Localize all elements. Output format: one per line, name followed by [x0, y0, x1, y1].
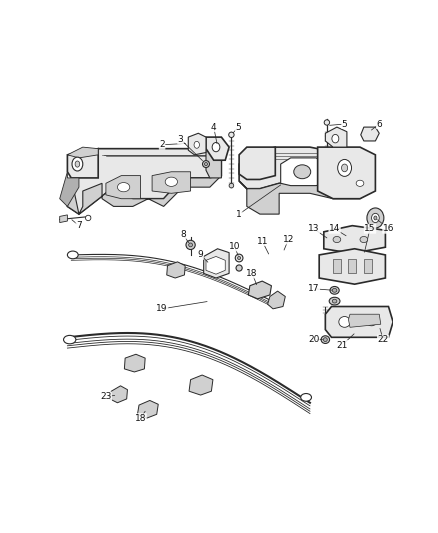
Polygon shape	[319, 249, 385, 284]
Polygon shape	[106, 175, 141, 199]
Text: 22: 22	[378, 335, 389, 344]
Text: 11: 11	[257, 237, 268, 246]
Polygon shape	[67, 147, 98, 158]
Ellipse shape	[294, 165, 311, 179]
Polygon shape	[152, 172, 191, 193]
Ellipse shape	[332, 288, 337, 292]
Polygon shape	[325, 306, 393, 337]
Polygon shape	[318, 147, 375, 199]
Polygon shape	[67, 149, 221, 214]
Polygon shape	[248, 281, 272, 299]
Text: 16: 16	[383, 224, 394, 233]
Ellipse shape	[321, 336, 329, 343]
Ellipse shape	[212, 142, 220, 152]
Ellipse shape	[374, 216, 377, 220]
Ellipse shape	[165, 177, 177, 187]
Ellipse shape	[237, 256, 240, 260]
Text: 5: 5	[342, 119, 347, 128]
Polygon shape	[124, 354, 145, 372]
Ellipse shape	[64, 335, 76, 344]
Text: 20: 20	[308, 335, 319, 344]
Bar	[364, 259, 371, 273]
Ellipse shape	[67, 251, 78, 259]
Polygon shape	[60, 215, 67, 223]
Polygon shape	[189, 375, 213, 395]
Ellipse shape	[356, 180, 364, 187]
Polygon shape	[361, 127, 379, 141]
Text: 9: 9	[198, 251, 204, 260]
Ellipse shape	[338, 159, 352, 176]
Ellipse shape	[367, 208, 384, 228]
Ellipse shape	[189, 243, 193, 247]
Polygon shape	[60, 172, 79, 206]
Text: 17: 17	[308, 284, 320, 293]
Ellipse shape	[324, 120, 329, 125]
Ellipse shape	[229, 132, 234, 138]
Ellipse shape	[75, 161, 80, 167]
Polygon shape	[67, 149, 98, 178]
Polygon shape	[239, 181, 371, 214]
Text: 1: 1	[236, 209, 242, 219]
Text: 15: 15	[364, 224, 376, 233]
Ellipse shape	[186, 240, 195, 249]
Text: 18: 18	[135, 414, 146, 423]
Ellipse shape	[229, 183, 234, 188]
Ellipse shape	[117, 182, 130, 192]
Text: 4: 4	[211, 123, 216, 132]
Ellipse shape	[301, 393, 311, 401]
Ellipse shape	[323, 338, 327, 342]
Polygon shape	[206, 256, 225, 274]
Polygon shape	[167, 262, 185, 278]
Text: 13: 13	[308, 224, 320, 233]
Text: 3: 3	[178, 135, 184, 144]
Bar	[349, 259, 356, 273]
Polygon shape	[204, 249, 229, 278]
Ellipse shape	[330, 287, 339, 294]
Ellipse shape	[360, 237, 367, 243]
Polygon shape	[110, 386, 127, 403]
Ellipse shape	[342, 164, 348, 172]
Text: 23: 23	[100, 392, 112, 401]
Polygon shape	[239, 147, 371, 189]
Ellipse shape	[367, 318, 376, 326]
Ellipse shape	[205, 163, 208, 166]
Ellipse shape	[72, 157, 83, 171]
Polygon shape	[188, 133, 206, 155]
Text: 8: 8	[180, 230, 186, 239]
Polygon shape	[324, 225, 385, 253]
Text: 19: 19	[156, 304, 168, 313]
Polygon shape	[206, 137, 229, 160]
Text: 10: 10	[229, 242, 240, 251]
Text: 21: 21	[336, 341, 348, 350]
Ellipse shape	[202, 160, 209, 167]
Polygon shape	[281, 158, 325, 185]
Text: 5: 5	[236, 123, 241, 132]
Text: 14: 14	[329, 224, 340, 233]
Ellipse shape	[194, 141, 199, 148]
Polygon shape	[206, 149, 221, 178]
Ellipse shape	[339, 317, 350, 327]
Polygon shape	[349, 314, 381, 327]
Polygon shape	[325, 127, 347, 147]
Bar	[333, 259, 341, 273]
Ellipse shape	[332, 134, 339, 143]
Text: 2: 2	[159, 140, 165, 149]
Ellipse shape	[332, 299, 337, 303]
Ellipse shape	[236, 265, 242, 271]
Text: 6: 6	[376, 119, 382, 128]
Ellipse shape	[333, 237, 341, 243]
Polygon shape	[138, 400, 158, 418]
Ellipse shape	[371, 213, 379, 223]
Ellipse shape	[235, 254, 243, 262]
Polygon shape	[67, 175, 221, 214]
Text: 18: 18	[247, 269, 258, 278]
Text: 7: 7	[76, 221, 82, 230]
Text: 12: 12	[283, 235, 294, 244]
Ellipse shape	[85, 215, 91, 221]
Ellipse shape	[329, 297, 340, 305]
Polygon shape	[239, 147, 276, 180]
Polygon shape	[268, 291, 285, 309]
